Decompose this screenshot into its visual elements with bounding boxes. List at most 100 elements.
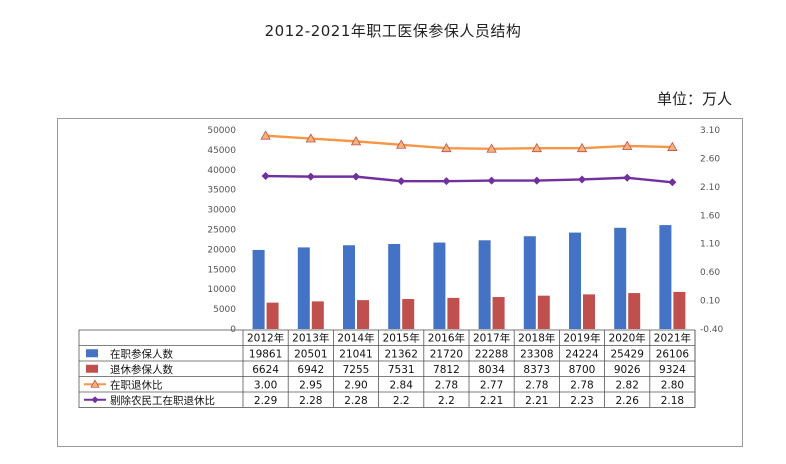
x-tick-label: 2012年 — [247, 332, 284, 345]
y-left-tick-label: 10000 — [207, 285, 236, 295]
point-marker — [623, 173, 632, 182]
y-left-tick-label: 20000 — [207, 245, 236, 255]
bar — [266, 302, 279, 329]
data-label: 19861 — [249, 348, 282, 360]
point-marker — [352, 172, 360, 181]
bar — [523, 236, 536, 329]
y-right-tick-label: -0.40 — [700, 325, 724, 335]
data-label: 2.28 — [299, 395, 322, 407]
point-marker — [532, 176, 541, 185]
point-marker — [305, 133, 316, 143]
chart-title: 2012-2021年职工医保参保人员结构 — [264, 22, 522, 40]
bar — [402, 299, 415, 329]
data-label: 9026 — [614, 364, 641, 376]
legend-marker — [91, 396, 99, 404]
data-label: 2.2 — [438, 395, 455, 407]
data-label: 21362 — [384, 348, 417, 360]
data-label: 25429 — [610, 348, 643, 360]
data-label: 22288 — [475, 348, 508, 360]
x-tick-label: 2015年 — [383, 332, 420, 345]
x-tick-label: 2018年 — [518, 332, 555, 345]
data-label: 2.82 — [616, 379, 639, 391]
data-label: 26106 — [656, 348, 690, 360]
y-left-tick-label: 25000 — [207, 226, 236, 236]
data-label: 24224 — [565, 348, 599, 360]
y-left-tick-label: 5000 — [213, 305, 236, 315]
data-label: 2.23 — [570, 395, 593, 407]
data-label: 9324 — [659, 364, 686, 376]
legend-marker — [90, 379, 100, 388]
data-label: 2.26 — [616, 395, 640, 407]
y-left-tick-label: 45000 — [207, 146, 236, 156]
bar — [447, 297, 460, 329]
data-label: 2.21 — [480, 395, 503, 407]
legend-swatch — [86, 349, 98, 358]
series-line — [265, 174, 673, 184]
y-right-tick-label: 3.10 — [700, 126, 720, 136]
y-left-tick-label: 40000 — [207, 166, 236, 176]
bar — [297, 247, 310, 329]
point-marker — [578, 175, 586, 184]
data-label: 7531 — [388, 364, 415, 376]
data-label: 6624 — [252, 364, 279, 376]
point-marker — [622, 140, 633, 150]
point-marker — [668, 178, 677, 187]
point-marker — [441, 142, 452, 153]
y-left-tick-label: 15000 — [207, 265, 236, 275]
data-label: 21720 — [430, 348, 463, 360]
point-marker — [350, 136, 362, 146]
bar — [388, 243, 401, 329]
y-right-tick-label: 1.10 — [700, 240, 720, 250]
x-tick-label: 2014年 — [337, 332, 374, 345]
point-marker — [667, 141, 678, 151]
data-label: 2.77 — [480, 379, 503, 391]
bar — [252, 249, 265, 329]
y-left-tick-label: 50000 — [207, 126, 236, 136]
point-marker — [396, 139, 407, 149]
data-label: 8373 — [523, 364, 550, 376]
data-label: 7255 — [343, 364, 370, 376]
point-marker — [306, 172, 315, 181]
point-marker — [487, 176, 496, 185]
point-marker — [531, 142, 542, 153]
data-label: 23308 — [520, 348, 553, 360]
point-marker — [260, 130, 271, 140]
bar — [537, 295, 550, 329]
data-label: 21041 — [339, 348, 372, 360]
bar — [628, 293, 641, 329]
y-right-tick-label: 2.10 — [700, 183, 720, 193]
x-tick-label: 2019年 — [563, 332, 600, 345]
point-marker — [486, 143, 497, 153]
bar — [492, 297, 505, 329]
data-label: 2.90 — [344, 379, 367, 391]
legend-swatch — [86, 364, 98, 373]
y-right-tick-label: 0.10 — [700, 297, 720, 307]
data-label: 2.84 — [390, 379, 414, 391]
y-left-tick-label: 30000 — [207, 206, 236, 216]
y-right-tick-label: 0.60 — [700, 268, 720, 278]
legend-label: 剔除农民工在职退休比 — [110, 394, 215, 407]
data-label: 2.29 — [254, 395, 277, 407]
x-tick-label: 2016年 — [428, 332, 465, 345]
point-marker — [442, 177, 451, 186]
series-line — [265, 134, 673, 150]
x-tick-label: 2013年 — [292, 332, 329, 345]
data-label: 2.21 — [525, 395, 548, 407]
unit-label: 单位：万人 — [656, 90, 732, 108]
data-label: 20501 — [294, 348, 327, 360]
legend-label: 退休参保人数 — [110, 363, 173, 376]
x-tick-label: 2021年 — [654, 332, 691, 345]
data-label: 2.80 — [661, 379, 684, 391]
bar — [673, 291, 686, 329]
data-label: 7812 — [433, 364, 460, 376]
bar — [357, 300, 369, 329]
legend-label: 在职退休比 — [110, 378, 163, 391]
data-label: 3.00 — [254, 379, 277, 391]
data-label: 2.18 — [661, 395, 684, 407]
bar — [311, 301, 324, 329]
bar — [569, 232, 581, 329]
bar — [659, 225, 672, 329]
bar — [614, 227, 627, 329]
x-tick-label: 2020年 — [609, 332, 646, 345]
